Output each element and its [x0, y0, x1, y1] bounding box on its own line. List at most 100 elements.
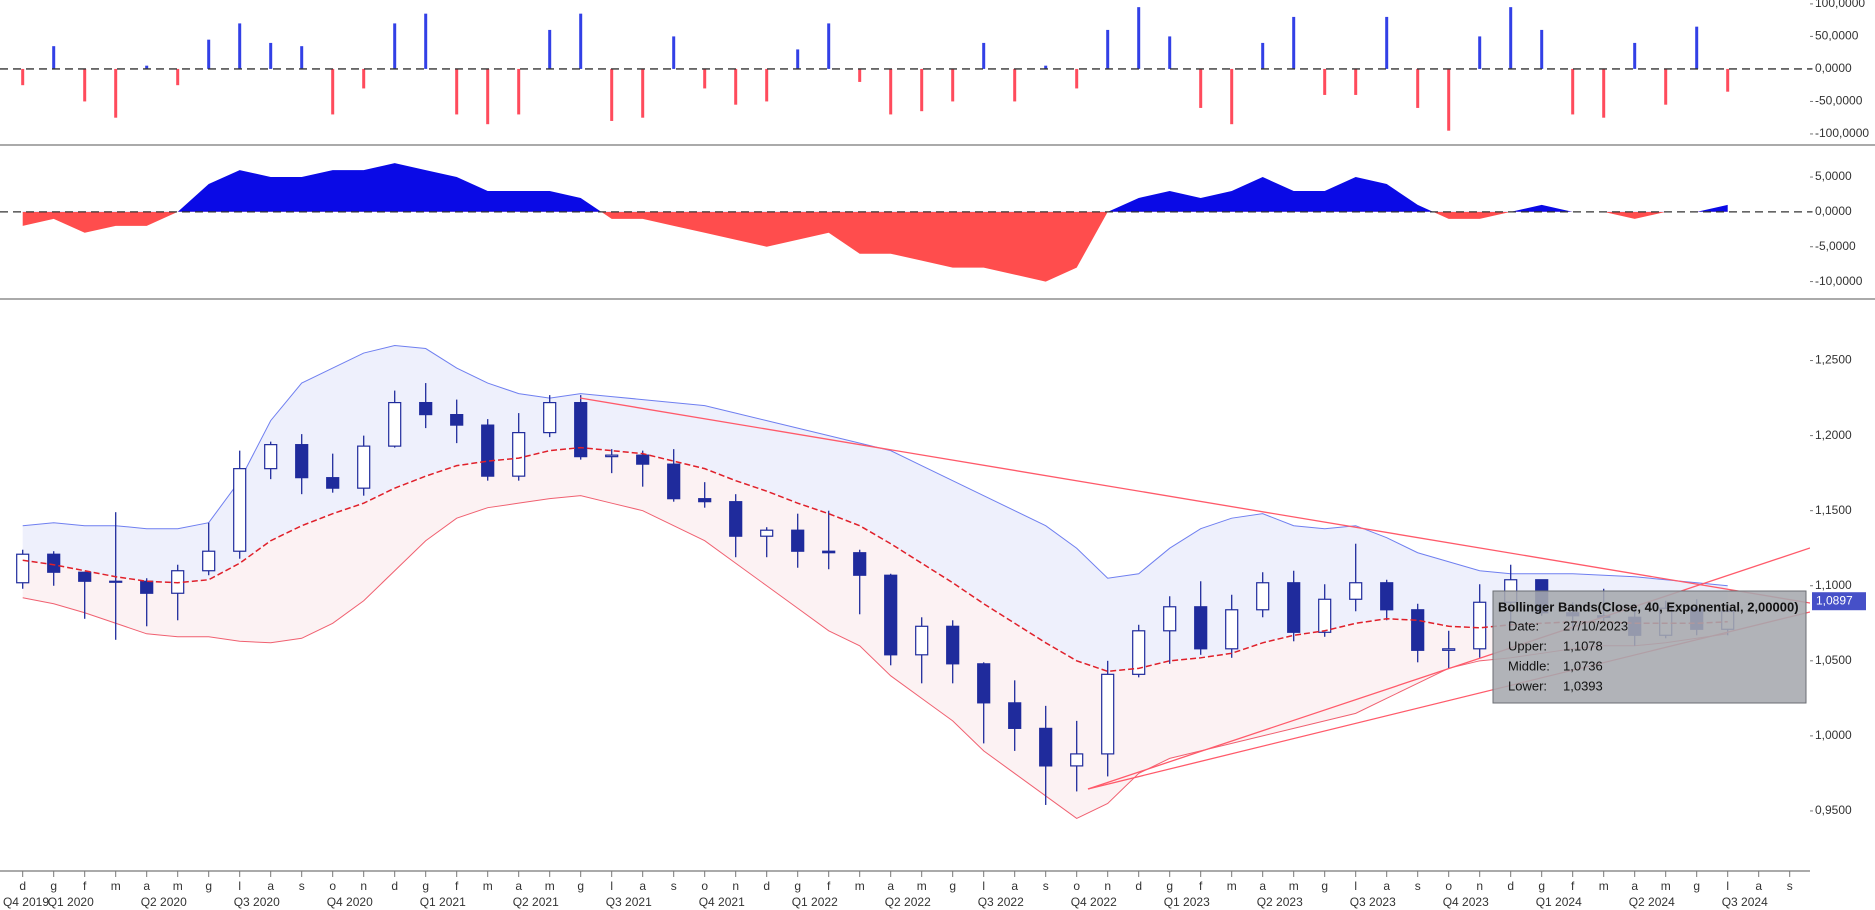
- candle-body: [78, 571, 92, 582]
- x-tick-label: a: [639, 879, 646, 893]
- candle-body: [1070, 753, 1084, 767]
- x-tick-label: m: [855, 879, 865, 893]
- area-negative: [22, 211, 1728, 282]
- y-tick-label: -100,0000: [1815, 126, 1869, 140]
- candle-body: [1039, 727, 1053, 767]
- bar: [1695, 26, 1699, 69]
- bar: [1168, 36, 1172, 69]
- candle-body: [915, 625, 929, 656]
- y-tick-label: -5,0000: [1815, 239, 1856, 253]
- quarter-label: Q2 2023: [1257, 895, 1303, 909]
- bar: [610, 68, 614, 121]
- x-tick-label: s: [1787, 879, 1793, 893]
- quarter-label: Q1 2023: [1164, 895, 1210, 909]
- y-tick-label: 5,0000: [1815, 169, 1852, 183]
- x-tick-label: m: [1289, 879, 1299, 893]
- bar: [21, 68, 25, 86]
- quarter-label: Q4 2020: [327, 895, 373, 909]
- bar: [114, 68, 118, 118]
- x-tick-label: f: [827, 879, 831, 893]
- last-price-label: 1,0897: [1816, 593, 1853, 607]
- x-tick-label: d: [1135, 879, 1142, 893]
- x-tick-label: g: [1538, 879, 1545, 893]
- candle-body: [109, 580, 123, 583]
- candle-body: [1101, 673, 1115, 755]
- x-tick-label: o: [1073, 879, 1080, 893]
- x-tick-label: s: [299, 879, 305, 893]
- x-tick-label: d: [763, 879, 770, 893]
- candle-body: [47, 553, 61, 573]
- bar: [827, 23, 831, 69]
- quarter-label: Q1 2020: [48, 895, 94, 909]
- bar: [1137, 7, 1141, 69]
- bar: [1509, 7, 1513, 69]
- x-tick-label: g: [205, 879, 212, 893]
- candle-body: [605, 454, 619, 458]
- tooltip-value: 1,0393: [1563, 678, 1603, 693]
- bar: [83, 68, 87, 102]
- candle-body: [1008, 702, 1022, 729]
- x-tick-label: s: [671, 879, 677, 893]
- bar: [145, 65, 149, 69]
- quarter-label: Q4 2021: [699, 895, 745, 909]
- x-tick-label: a: [1755, 879, 1762, 893]
- x-tick-label: m: [545, 879, 555, 893]
- bar: [1416, 68, 1420, 108]
- quarter-label: Q4 2019: [3, 895, 49, 909]
- x-tick-label: f: [455, 879, 459, 893]
- quarter-label: Q3 2021: [606, 895, 652, 909]
- quarter-label: Q1 2024: [1536, 895, 1582, 909]
- bar: [486, 68, 490, 125]
- candle-body: [1163, 606, 1177, 632]
- y-tick-label: -50,0000: [1815, 94, 1863, 108]
- candle-body: [419, 401, 433, 416]
- bar: [1540, 29, 1544, 69]
- x-tick-label: a: [267, 879, 274, 893]
- bar: [1230, 68, 1234, 125]
- candle-body: [946, 625, 960, 665]
- bar: [1447, 68, 1451, 131]
- quarter-label: Q3 2020: [234, 895, 280, 909]
- tooltip-box: [1492, 590, 1807, 704]
- y-tick-label: -10,0000: [1815, 274, 1863, 288]
- area-positive: [177, 163, 1728, 212]
- candle-body: [1287, 582, 1301, 633]
- bar: [1478, 36, 1482, 69]
- tooltip: Bollinger Bands(Close, 40, Exponential, …: [1492, 590, 1807, 704]
- y-tick-label: 100,0000: [1815, 0, 1865, 10]
- x-tick-label: o: [701, 879, 708, 893]
- quarter-label: Q2 2020: [141, 895, 187, 909]
- bar: [1354, 68, 1358, 95]
- tooltip-title: Bollinger Bands(Close, 40, Exponential, …: [1498, 599, 1799, 614]
- x-tick-label: g: [1693, 879, 1700, 893]
- bar: [393, 23, 397, 69]
- x-tick-label: m: [173, 879, 183, 893]
- bar: [1199, 68, 1203, 108]
- y-tick-label: 1,0000: [1815, 728, 1852, 742]
- x-tick-label: f: [83, 879, 87, 893]
- candle-body: [791, 529, 805, 552]
- band-fill-lower: [22, 447, 1728, 819]
- quarter-label: Q3 2022: [978, 895, 1024, 909]
- bar: [1075, 68, 1079, 89]
- quarter-label: Q3 2023: [1350, 895, 1396, 909]
- tooltip-label: Upper:: [1508, 638, 1547, 653]
- tooltip-value: 27/10/2023: [1563, 618, 1628, 633]
- x-tick-label: a: [143, 879, 150, 893]
- x-tick-label: n: [1476, 879, 1483, 893]
- candle-body: [698, 498, 712, 503]
- x-tick-label: m: [917, 879, 927, 893]
- x-tick-label: o: [329, 879, 336, 893]
- bar: [1106, 29, 1110, 69]
- candle-body: [853, 552, 867, 576]
- candle-body: [574, 401, 588, 458]
- bar: [1292, 16, 1296, 69]
- quarter-label: Q2 2021: [513, 895, 559, 909]
- bar: [331, 68, 335, 115]
- y-tick-label: 0,0000: [1815, 61, 1852, 75]
- tooltip-value: 1,1078: [1563, 638, 1603, 653]
- quarter-label: Q2 2022: [885, 895, 931, 909]
- candle-body: [1256, 582, 1270, 611]
